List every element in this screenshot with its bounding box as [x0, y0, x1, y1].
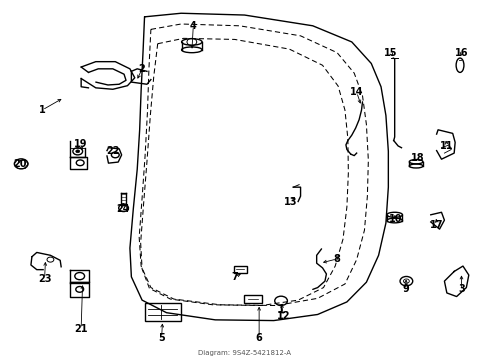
Bar — [233, 266, 247, 273]
Text: 4: 4 — [189, 21, 196, 31]
Text: Diagram: 9S4Z-5421812-A: Diagram: 9S4Z-5421812-A — [198, 350, 290, 356]
Text: 5: 5 — [158, 333, 164, 343]
Text: 8: 8 — [333, 254, 340, 264]
Text: 6: 6 — [255, 333, 262, 343]
Text: 22: 22 — [106, 146, 120, 156]
Text: 11: 11 — [439, 141, 453, 151]
Text: 19: 19 — [74, 139, 88, 149]
Text: 16: 16 — [454, 48, 468, 58]
Text: 23: 23 — [38, 274, 51, 284]
Text: 24: 24 — [116, 204, 129, 214]
Text: 17: 17 — [429, 220, 443, 230]
Text: 12: 12 — [276, 311, 290, 321]
Text: 10: 10 — [388, 215, 402, 224]
Bar — [244, 295, 261, 303]
Text: 18: 18 — [410, 153, 424, 163]
Text: 14: 14 — [349, 87, 363, 97]
Text: 3: 3 — [457, 284, 464, 294]
Text: 2: 2 — [139, 64, 145, 74]
Text: 7: 7 — [231, 272, 238, 282]
Text: 1: 1 — [39, 105, 45, 115]
Text: 15: 15 — [383, 48, 397, 58]
Bar — [144, 303, 181, 320]
Text: 13: 13 — [284, 197, 297, 207]
Text: 20: 20 — [14, 159, 27, 169]
Text: 9: 9 — [401, 284, 408, 294]
Text: 21: 21 — [74, 324, 88, 334]
Circle shape — [76, 150, 80, 153]
